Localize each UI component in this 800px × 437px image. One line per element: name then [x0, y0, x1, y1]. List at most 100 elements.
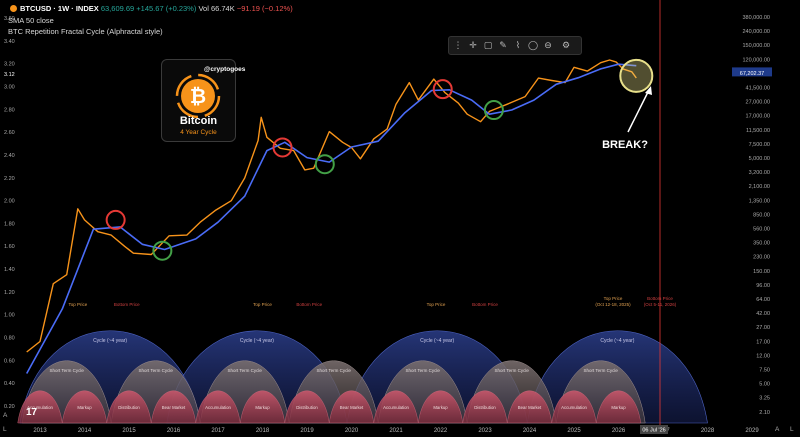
x-axis-tick: 2022: [434, 428, 448, 434]
right-axis-tick: 5.00: [759, 382, 770, 388]
bottom-marker-circle: [483, 100, 504, 121]
circle-icon[interactable]: ◯: [528, 40, 539, 50]
left-axis-tick: 3.60: [4, 16, 15, 22]
bottom-left-l[interactable]: L: [3, 426, 7, 433]
sma-line: [25, 63, 637, 374]
symbol-label[interactable]: BTCUSD · 1W · INDEX: [20, 4, 99, 13]
cycle-label: Cycle (~4 year): [240, 338, 274, 344]
right-axis-tick: 150,000.00: [742, 43, 770, 49]
bottom-price-label: Bottom Price: [472, 302, 498, 307]
left-axis-tick: 2.40: [4, 153, 15, 159]
brush-icon[interactable]: ⌇: [515, 40, 521, 50]
last-top-price-label: Top Price: [604, 296, 623, 301]
short-cycle-label: Short Term Cycle: [583, 368, 618, 373]
right-axis-tick: 350.00: [753, 241, 770, 247]
bottom-marker-circle: [152, 240, 173, 261]
left-axis-tick: 2.00: [4, 199, 15, 205]
pencil-icon[interactable]: ✎: [499, 40, 507, 50]
left-axis-tick: 2.20: [4, 176, 15, 182]
top-price-label: Top Price: [427, 302, 446, 307]
cycle-label: Cycle (~4 year): [93, 338, 127, 344]
last-bottom-price-label: Bottom Price: [647, 296, 673, 301]
crosshair-icon[interactable]: ✛: [469, 40, 477, 50]
short-cycle-label: Short Term Cycle: [494, 368, 529, 373]
phase-label: Bear Market: [518, 405, 542, 410]
left-axis-tick: 1.80: [4, 221, 15, 227]
x-axis-tick: 2017: [211, 428, 225, 434]
x-axis-tick: 2023: [478, 428, 492, 434]
current-date-label: 06 Jul '26: [642, 428, 665, 434]
right-axis-tick: 150.00: [753, 269, 770, 275]
phase-arc: [373, 390, 419, 424]
left-axis-tick: 1.00: [4, 313, 15, 319]
phase-label: Accumulation: [561, 405, 587, 410]
bottom-right-l[interactable]: L: [790, 426, 794, 433]
right-axis-tick: 64.00: [756, 297, 770, 303]
x-axis-tick: 2024: [523, 428, 537, 434]
phase-label: Markup: [77, 405, 92, 410]
bitcoin-symbol: ₿: [190, 84, 206, 108]
left-axis-tick: 1.20: [4, 290, 15, 296]
rectangle-icon[interactable]: ▢: [483, 40, 493, 50]
current-date-badge: [640, 425, 668, 434]
right-axis-tick: 120,000.00: [742, 57, 770, 63]
phase-arc: [17, 390, 63, 424]
right-axis-tick: 5,000.00: [749, 156, 770, 162]
right-axis-tick: 3.25: [759, 396, 770, 402]
right-axis-tick: 2,100.00: [749, 184, 770, 190]
tradingview-logo: 17: [26, 407, 38, 418]
last-top-date-label: (Oct 12-18, 2025): [595, 302, 631, 307]
phase-label: Accumulation: [27, 405, 53, 410]
short-cycle-label: Short Term Cycle: [138, 368, 173, 373]
current-price-label: 67,202.37: [740, 71, 764, 77]
phase-label: Distribution: [118, 405, 140, 410]
watermark-handle: @cryptogoes: [204, 66, 246, 73]
phase-arc: [284, 390, 330, 424]
x-axis-tick: 2026: [612, 428, 626, 434]
top-price-label: Top Price: [253, 302, 272, 307]
right-axis-tick: 560.00: [753, 227, 770, 233]
right-axis-tick: 230.00: [753, 255, 770, 261]
chart-header-line-1: BTCUSD · 1W · INDEX 63,609.69 +145.67 (+…: [20, 4, 293, 13]
bottom-left-a[interactable]: A: [3, 412, 8, 419]
x-axis-tick: 2020: [345, 428, 359, 434]
right-axis-tick: 3,200.00: [749, 170, 770, 176]
phase-label: Distribution: [296, 405, 318, 410]
settings-icon[interactable]: ⚙: [561, 40, 571, 50]
bottom-right-a[interactable]: A: [775, 426, 780, 433]
drag-icon[interactable]: ⋮: [453, 40, 463, 50]
phase-arc: [151, 390, 196, 424]
right-axis-tick: 7.50: [759, 368, 770, 374]
phase-label: Markup: [255, 405, 270, 410]
phase-label: Distribution: [474, 405, 496, 410]
right-axis-tick: 240,000.00: [742, 29, 770, 35]
right-axis-tick: 2.10: [759, 410, 770, 416]
x-axis-tick: 2019: [300, 428, 314, 434]
x-axis-tick: 2028: [701, 428, 715, 434]
phase-arc: [462, 390, 508, 424]
break-highlight-circle: [619, 58, 654, 93]
left-axis-tick: 0.40: [4, 381, 15, 387]
drawing-toolbar: ⋮ ✛ ▢ ✎ ⌇ ◯ ⊖ ⚙: [448, 36, 582, 55]
sma-legend[interactable]: SMA 50 close: [8, 16, 54, 25]
phase-arc: [596, 390, 641, 424]
left-axis-tick: 2.60: [4, 130, 15, 136]
cycle-label: Cycle (~4 year): [420, 338, 454, 344]
x-axis-tick: 2021: [389, 428, 403, 434]
indicator-legend[interactable]: BTC Repetition Fractal Cycle (Alphractal…: [8, 27, 163, 36]
volume-label: Vol 66.74K: [198, 4, 235, 13]
phase-label: Bear Market: [162, 405, 186, 410]
right-axis-tick: 17,000.00: [746, 114, 770, 120]
break-arrow-head: [645, 86, 652, 95]
phase-arc: [106, 390, 152, 424]
right-axis-tick: 12.00: [756, 353, 770, 359]
price-line: [26, 59, 637, 353]
phase-arc: [329, 390, 374, 424]
measure-icon[interactable]: ⊖: [544, 40, 552, 50]
bottom-price-label: Bottom Price: [114, 302, 140, 307]
top-marker-circle: [272, 137, 293, 158]
phase-arc: [195, 390, 241, 424]
phase-arc: [240, 390, 285, 424]
x-axis-tick: 2018: [256, 428, 270, 434]
